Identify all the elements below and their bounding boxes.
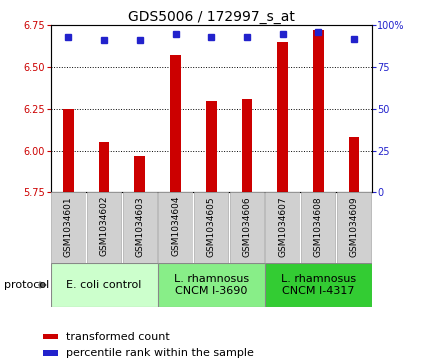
Text: L. rhamnosus
CNCM I-4317: L. rhamnosus CNCM I-4317 bbox=[281, 274, 356, 296]
Bar bbox=[277, 42, 288, 192]
Text: L. rhamnosus
CNCM I-3690: L. rhamnosus CNCM I-3690 bbox=[174, 274, 249, 296]
Bar bbox=[43, 350, 59, 356]
Bar bbox=[135, 156, 145, 192]
Bar bbox=[348, 137, 359, 192]
Text: GSM1034602: GSM1034602 bbox=[99, 196, 109, 256]
Bar bbox=[99, 142, 110, 192]
Bar bbox=[43, 334, 59, 339]
Text: percentile rank within the sample: percentile rank within the sample bbox=[66, 348, 254, 358]
Text: GSM1034608: GSM1034608 bbox=[314, 196, 323, 257]
Text: GSM1034606: GSM1034606 bbox=[242, 196, 251, 257]
Bar bbox=[170, 56, 181, 192]
Text: GSM1034601: GSM1034601 bbox=[64, 196, 73, 257]
Text: GSM1034607: GSM1034607 bbox=[278, 196, 287, 257]
Bar bbox=[313, 30, 323, 192]
Text: GSM1034604: GSM1034604 bbox=[171, 196, 180, 256]
Text: GSM1034609: GSM1034609 bbox=[349, 196, 359, 257]
Text: protocol: protocol bbox=[4, 280, 50, 290]
Title: GDS5006 / 172997_s_at: GDS5006 / 172997_s_at bbox=[128, 11, 295, 24]
Bar bbox=[206, 101, 216, 192]
Bar bbox=[63, 109, 74, 192]
Bar bbox=[242, 99, 252, 192]
Text: GSM1034605: GSM1034605 bbox=[207, 196, 216, 257]
Text: transformed count: transformed count bbox=[66, 331, 170, 342]
Text: E. coli control: E. coli control bbox=[66, 280, 142, 290]
Text: GSM1034603: GSM1034603 bbox=[136, 196, 144, 257]
